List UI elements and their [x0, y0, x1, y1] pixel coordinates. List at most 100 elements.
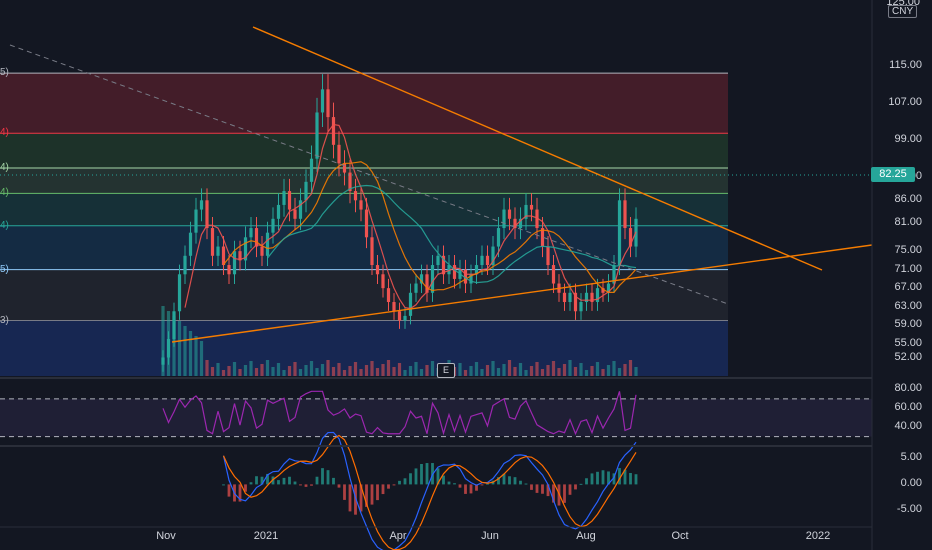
fib-band: [0, 167, 728, 194]
volume-bar: [342, 370, 347, 376]
candle-body: [309, 158, 314, 182]
volume-bar: [381, 364, 385, 376]
candle-body: [628, 228, 633, 247]
volume-bar: [414, 362, 418, 376]
macd-histogram-bar: [315, 476, 319, 485]
candle-body: [535, 209, 539, 229]
candle-body: [166, 339, 171, 358]
signal-line: [222, 434, 637, 550]
volume-bar: [238, 369, 242, 376]
macd-histogram-bar: [370, 484, 374, 505]
candle-body: [524, 204, 528, 219]
candle-body: [590, 292, 594, 303]
volume-bar: [485, 365, 490, 376]
macd-histogram-bar: [398, 480, 401, 485]
macd-histogram-bar: [249, 482, 253, 485]
macd-histogram-bar: [304, 484, 308, 487]
rsi-band: [0, 398, 872, 437]
volume-bar: [375, 368, 380, 376]
fibonacci-retracement[interactable]: [0, 72, 728, 376]
macd-histogram-bar: [623, 469, 627, 485]
candle-body: [606, 283, 611, 293]
candle-body: [403, 315, 407, 321]
volume-bar: [353, 362, 358, 376]
volume-bar: [617, 368, 622, 376]
candle-body: [419, 274, 424, 284]
price-axis-label: 71.00: [894, 262, 922, 275]
fib-level-label: 4): [0, 127, 9, 139]
time-axis-label: Oct: [671, 530, 689, 542]
moving-average-line: [223, 161, 637, 293]
candle-body: [232, 251, 237, 275]
volume-bar: [370, 361, 374, 376]
earnings-marker[interactable]: E: [437, 363, 455, 378]
candle-body: [518, 218, 523, 229]
macd-histogram-bar: [227, 484, 231, 497]
macd-histogram-bar: [475, 484, 478, 491]
volume-bar: [221, 370, 226, 376]
currency-badge[interactable]: CNY: [888, 5, 918, 18]
volume-bar: [595, 362, 600, 376]
candle-body: [243, 237, 248, 261]
macd-histogram-bar: [552, 484, 555, 503]
candle-body: [183, 255, 187, 275]
macd-histogram-bar: [343, 484, 346, 500]
volume-bar: [529, 366, 534, 376]
price-axis-label: 52.00: [894, 350, 922, 363]
macd-histogram-bar: [486, 483, 489, 485]
candle-body: [216, 246, 220, 256]
volume-bar: [491, 361, 495, 376]
candle-body: [161, 357, 165, 365]
candle-body: [326, 89, 330, 118]
candle-body: [282, 191, 286, 205]
volume-bar: [205, 360, 209, 376]
volume-bar: [606, 365, 611, 376]
macd-histogram-bar: [222, 484, 225, 486]
candle-body: [452, 265, 457, 279]
rsi-line: [162, 390, 637, 436]
macd-histogram-bar: [266, 473, 269, 485]
volume-bar: [584, 370, 589, 376]
macd-histogram-bar: [530, 484, 533, 490]
candle-body: [617, 200, 622, 266]
volume-bar: [590, 366, 594, 376]
volume-bar: [425, 365, 429, 376]
candle-body: [502, 209, 506, 229]
candle-body: [364, 209, 369, 238]
candle-body: [601, 288, 605, 293]
volume-bar: [199, 341, 204, 376]
macd-histogram-bar: [414, 468, 418, 485]
volume-bar: [177, 321, 182, 376]
volume-bar: [320, 364, 325, 376]
fib-level-label: 4): [0, 219, 9, 231]
trendlines[interactable]: [0, 26, 873, 343]
volume-bar: [573, 367, 578, 376]
candle-body: [177, 274, 182, 312]
time-axis-label: Nov: [156, 530, 176, 542]
candle-body: [194, 209, 198, 233]
volume-bar: [386, 360, 391, 376]
macd-histogram-bar: [326, 470, 330, 485]
candle-body: [353, 191, 358, 201]
candle-body: [370, 237, 374, 266]
volume-bar: [474, 362, 479, 376]
volume-bar: [502, 364, 506, 376]
volume-bar: [364, 365, 369, 376]
volume-bar: [397, 363, 402, 376]
macd-histogram-bar: [260, 476, 264, 485]
volume-bar: [309, 361, 314, 376]
candle-body: [513, 218, 517, 229]
macd-histogram-bar: [464, 484, 467, 494]
macd-histogram-bar: [288, 476, 291, 485]
volume-bar: [161, 306, 165, 376]
macd-histogram-bar: [524, 483, 528, 485]
volume-bar: [243, 365, 248, 376]
macd-histogram-bar: [458, 484, 462, 488]
volume-bar: [403, 370, 407, 376]
candle-body: [271, 218, 275, 233]
volume-bar: [287, 366, 292, 376]
rsi-pane: [0, 390, 872, 438]
candle-body: [507, 209, 512, 219]
candle-body: [249, 228, 253, 238]
